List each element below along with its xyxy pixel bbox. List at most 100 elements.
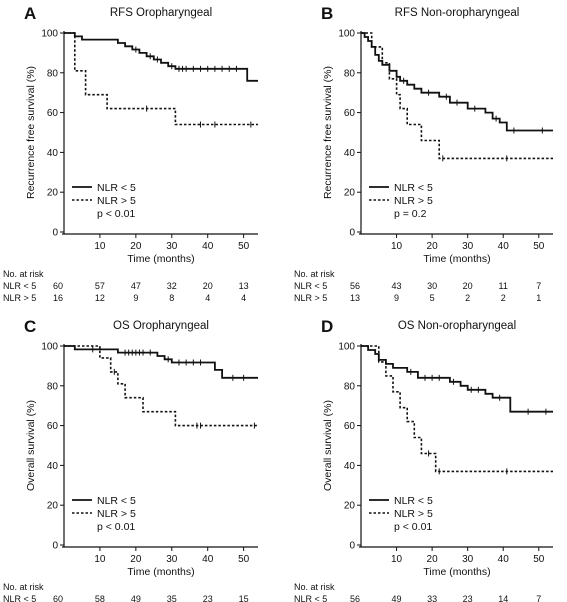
x-tick-label: 10 — [391, 554, 403, 565]
risk-value: 7 — [536, 594, 541, 602]
x-axis-label: Time (months) — [127, 253, 194, 265]
series-line-nlr-lt5 — [361, 345, 553, 413]
risk-value: 20 — [203, 281, 213, 291]
y-tick-label: 100 — [338, 342, 355, 353]
y-tick-label: 0 — [349, 541, 355, 552]
y-tick-label: 20 — [47, 501, 59, 512]
x-tick-label: 30 — [462, 554, 474, 565]
x-tick-label: 20 — [427, 554, 439, 565]
legend-label: NLR > 5 — [97, 195, 136, 207]
risk-value: 14 — [498, 594, 508, 602]
risk-value: 9 — [133, 293, 138, 303]
x-tick-label: 50 — [238, 554, 250, 565]
y-tick-label: 100 — [41, 29, 58, 40]
y-tick-label: 80 — [47, 68, 59, 79]
legend-label: NLR < 5 — [97, 182, 136, 194]
risk-header: No. at risk — [3, 269, 44, 279]
legend-label: NLR < 5 — [394, 182, 433, 194]
panel-title: OS Non-oropharyngeal — [398, 320, 516, 332]
y-tick-label: 100 — [41, 342, 58, 353]
panel-letter-B: B — [321, 4, 333, 23]
risk-value: 16 — [53, 293, 63, 303]
risk-value: 9 — [394, 293, 399, 303]
x-tick-label: 30 — [166, 241, 178, 252]
risk-value: 35 — [167, 594, 177, 602]
risk-value: 5 — [430, 293, 435, 303]
series-line-nlr-gt5 — [64, 345, 258, 427]
risk-value: 56 — [350, 281, 360, 291]
series-line-nlr-lt5 — [64, 32, 258, 82]
y-tick-label: 80 — [344, 381, 356, 392]
legend-label: NLR > 5 — [97, 508, 136, 520]
legend-label: NLR < 5 — [394, 495, 433, 507]
risk-value: 60 — [53, 281, 63, 291]
x-tick-label: 50 — [533, 241, 545, 252]
risk-row-label: NLR < 5 — [294, 281, 327, 291]
y-tick-label: 0 — [52, 228, 58, 239]
panel-title: RFS Oropharyngeal — [110, 7, 212, 19]
risk-value: 13 — [239, 281, 249, 291]
risk-value: 56 — [350, 594, 360, 602]
risk-value: 1 — [536, 293, 541, 303]
p-value-label: p = 0.2 — [394, 208, 427, 220]
panel-title: RFS Non-oropharyngeal — [395, 7, 520, 19]
y-tick-label: 80 — [47, 381, 59, 392]
y-tick-label: 40 — [47, 461, 59, 472]
risk-value: 4 — [241, 293, 246, 303]
x-tick-label: 40 — [202, 241, 214, 252]
panel-letter-D: D — [321, 317, 333, 336]
risk-header: No. at risk — [294, 269, 335, 279]
x-tick-label: 30 — [166, 554, 178, 565]
risk-row-label: NLR < 5 — [3, 594, 36, 602]
series-line-nlr-gt5 — [361, 345, 553, 473]
y-axis-label: Overall survival (%) — [322, 400, 334, 491]
risk-value: 47 — [131, 281, 141, 291]
y-tick-label: 20 — [344, 188, 356, 199]
risk-value: 58 — [95, 594, 105, 602]
y-tick-label: 60 — [47, 108, 59, 119]
risk-value: 23 — [463, 594, 473, 602]
panel-letter-A: A — [24, 4, 36, 23]
y-tick-label: 80 — [344, 68, 356, 79]
y-tick-label: 40 — [344, 461, 356, 472]
y-tick-label: 100 — [338, 29, 355, 40]
x-tick-label: 20 — [427, 241, 439, 252]
series-line-nlr-lt5 — [361, 32, 553, 132]
risk-value: 57 — [95, 281, 105, 291]
y-tick-label: 0 — [52, 541, 58, 552]
risk-header: No. at risk — [3, 582, 44, 592]
risk-value: 20 — [463, 281, 473, 291]
x-tick-label: 50 — [238, 241, 250, 252]
y-axis-label: Recurrence free survival (%) — [322, 66, 334, 199]
risk-row-label: NLR < 5 — [3, 281, 36, 291]
risk-value: 11 — [499, 281, 508, 291]
x-tick-label: 40 — [498, 554, 510, 565]
y-tick-label: 0 — [349, 228, 355, 239]
y-tick-label: 60 — [344, 421, 356, 432]
risk-row-label: NLR < 5 — [294, 594, 327, 602]
y-axis-label: Recurrence free survival (%) — [25, 66, 37, 199]
panel-title: OS Oropharyngeal — [113, 320, 209, 332]
risk-value: 49 — [131, 594, 141, 602]
x-tick-label: 20 — [130, 554, 142, 565]
series-line-nlr-lt5 — [64, 345, 258, 379]
y-axis-label: Overall survival (%) — [25, 400, 37, 491]
risk-header: No. at risk — [294, 582, 335, 592]
risk-value: 7 — [536, 281, 541, 291]
risk-value: 2 — [501, 293, 506, 303]
risk-value: 2 — [465, 293, 470, 303]
risk-value: 60 — [53, 594, 63, 602]
x-tick-label: 10 — [391, 241, 403, 252]
risk-value: 30 — [427, 281, 437, 291]
x-tick-label: 10 — [94, 241, 106, 252]
risk-value: 43 — [392, 281, 402, 291]
p-value-label: p < 0.01 — [97, 521, 135, 533]
y-tick-label: 20 — [47, 188, 59, 199]
p-value-label: p < 0.01 — [394, 521, 432, 533]
legend-label: NLR < 5 — [97, 495, 136, 507]
y-tick-label: 40 — [47, 148, 59, 159]
p-value-label: p < 0.01 — [97, 208, 135, 220]
x-tick-label: 40 — [202, 554, 214, 565]
